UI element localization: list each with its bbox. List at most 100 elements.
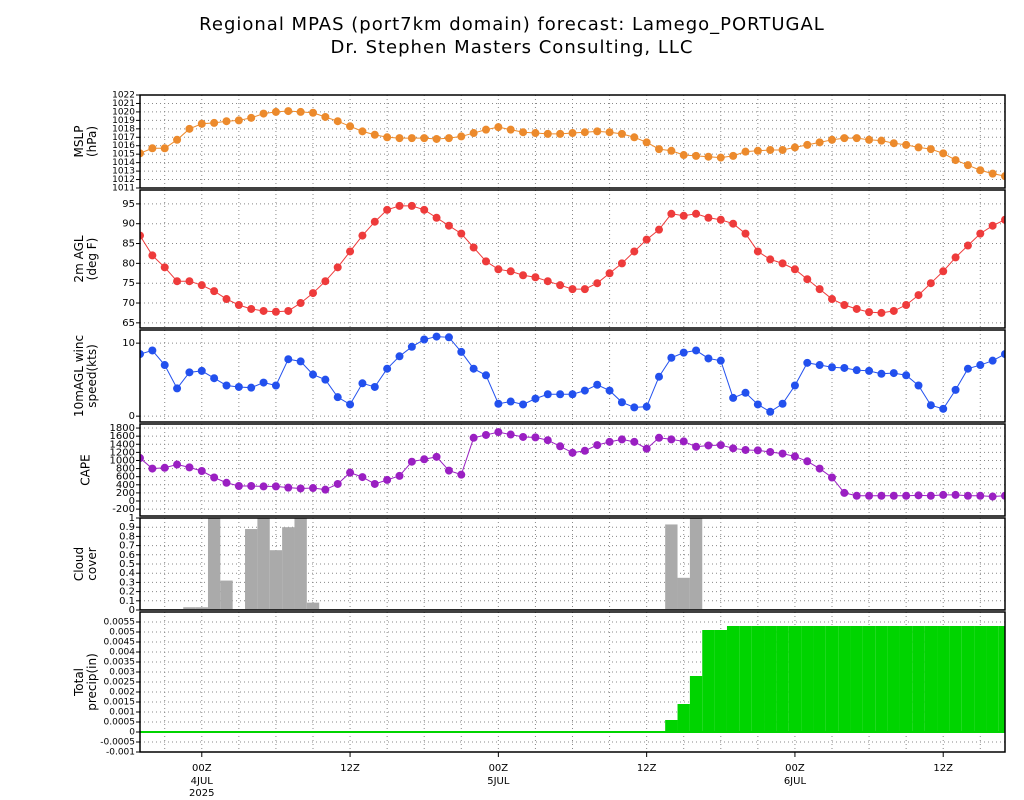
data-point	[506, 430, 515, 439]
y-tick-label: 0.0015	[104, 698, 136, 708]
data-point	[259, 482, 268, 491]
bar	[998, 626, 1005, 732]
data-point	[605, 128, 614, 137]
data-point	[284, 355, 293, 364]
date-label: 4JUL	[191, 776, 214, 787]
data-point	[963, 364, 972, 373]
data-point	[679, 437, 688, 446]
data-point	[655, 225, 663, 234]
data-point	[222, 478, 231, 487]
data-point	[284, 306, 293, 315]
data-point	[185, 463, 194, 472]
y-tick-label: 0.5	[119, 559, 135, 570]
y-tick-label: 1022	[112, 91, 135, 101]
data-point	[902, 140, 911, 149]
data-point	[296, 484, 305, 493]
data-point	[185, 277, 194, 286]
bar	[677, 704, 690, 732]
y-tick-label: -200	[112, 504, 135, 515]
data-point	[482, 371, 490, 380]
bar	[665, 524, 678, 610]
data-point	[247, 304, 256, 313]
data-point	[741, 147, 750, 156]
data-point	[197, 281, 206, 290]
data-point	[457, 347, 466, 356]
data-point	[840, 488, 849, 497]
data-point	[840, 301, 849, 309]
bar	[862, 626, 876, 732]
y-tick-label: 0	[129, 496, 135, 507]
bar	[912, 626, 925, 732]
data-point	[173, 460, 182, 469]
bar	[245, 529, 258, 610]
data-point	[358, 473, 367, 482]
data-point	[617, 435, 626, 444]
data-point	[210, 287, 219, 296]
data-point	[976, 491, 985, 500]
bar	[677, 577, 690, 610]
data-point	[160, 463, 169, 472]
data-point	[333, 117, 342, 126]
y-tick-label: 1	[129, 513, 135, 524]
data-point	[889, 369, 898, 378]
data-point	[580, 446, 589, 455]
data-point	[247, 383, 256, 392]
data-point	[976, 166, 985, 175]
data-point	[593, 127, 602, 136]
plot-area	[140, 518, 1005, 610]
data-point	[234, 116, 243, 125]
data-point	[457, 132, 466, 141]
y-tick-label: 0.004	[109, 648, 135, 658]
data-point	[531, 394, 540, 403]
data-point	[531, 273, 540, 282]
data-point	[716, 441, 725, 450]
bar	[813, 626, 826, 732]
data-point	[939, 149, 948, 158]
y-tick-label: 0.4	[119, 568, 135, 579]
data-point	[778, 399, 787, 408]
y-axis-label: (deg F)	[85, 238, 99, 281]
data-point	[543, 436, 552, 445]
data-point	[741, 445, 750, 454]
y-axis-label: 2m AGL	[72, 235, 86, 282]
data-point	[852, 304, 861, 313]
data-point	[395, 352, 404, 361]
panel-frame	[139, 94, 1006, 189]
data-point	[346, 247, 355, 256]
data-point	[519, 400, 528, 409]
data-point	[519, 271, 528, 280]
data-point	[1001, 215, 1005, 224]
data-point	[395, 201, 404, 210]
data-point	[383, 475, 392, 484]
data-point	[432, 452, 441, 461]
year-label: 2025	[189, 788, 214, 799]
y-tick-label: 0.003	[109, 668, 135, 678]
data-point	[469, 243, 478, 252]
data-point	[741, 229, 750, 238]
data-point	[630, 247, 639, 256]
data-point	[877, 369, 886, 378]
data-point	[593, 441, 602, 450]
data-point	[951, 490, 960, 499]
data-point	[140, 350, 144, 359]
data-point	[828, 473, 836, 482]
data-point	[556, 390, 565, 399]
data-point	[951, 253, 960, 262]
data-point	[346, 122, 355, 131]
data-point	[309, 108, 317, 117]
data-point	[951, 156, 960, 165]
data-point	[140, 231, 144, 240]
data-point	[160, 361, 169, 370]
bar	[689, 676, 703, 732]
y-tick-label: -0.001	[106, 748, 135, 758]
data-point	[531, 129, 540, 138]
data-point	[605, 386, 614, 395]
data-point	[815, 138, 824, 147]
data-point	[902, 371, 911, 380]
y-tick-label: 1018	[112, 124, 135, 134]
y-tick-label: 0.002	[109, 688, 135, 698]
data-point	[790, 265, 799, 274]
data-point	[580, 386, 589, 395]
data-point	[667, 146, 676, 155]
